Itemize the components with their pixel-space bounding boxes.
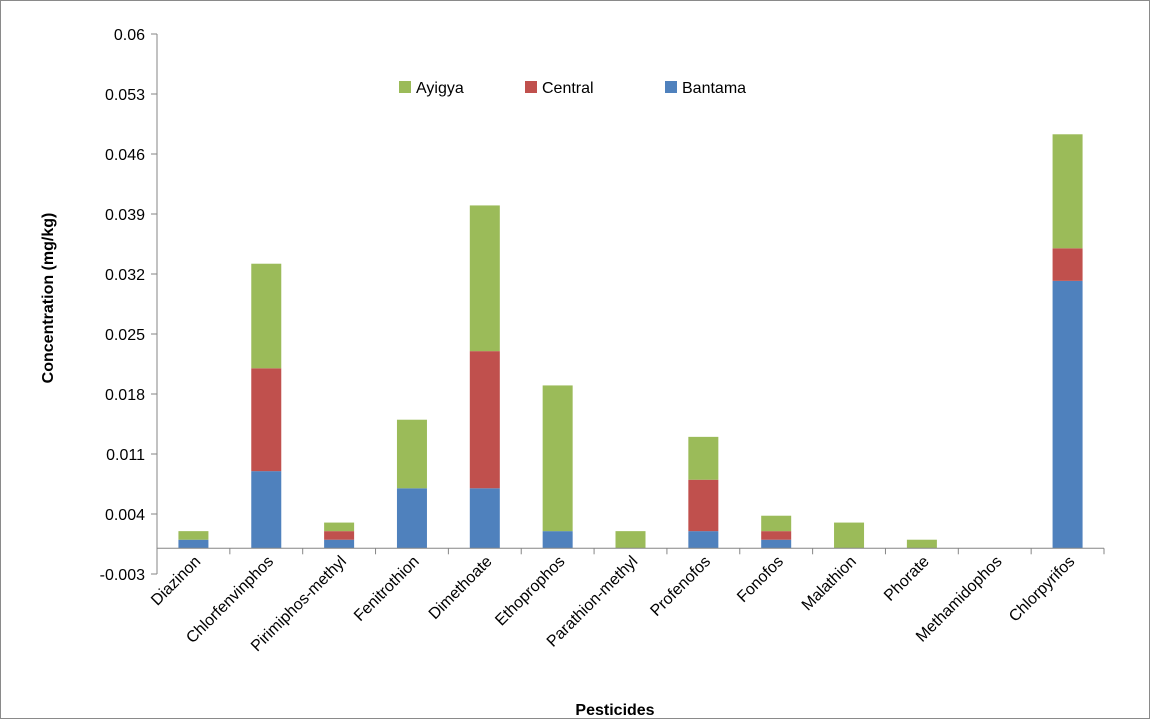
y-tick-label: 0.004 <box>105 507 145 524</box>
legend-swatch <box>525 81 537 93</box>
bar-segment <box>469 205 500 352</box>
bar-segment <box>834 522 865 549</box>
bar-segment <box>251 368 282 472</box>
legend-swatch <box>399 81 411 93</box>
y-tick-label: 0.039 <box>105 207 145 224</box>
bar-segment <box>469 351 500 489</box>
bar-segment <box>178 531 209 540</box>
bar-segment <box>324 539 355 549</box>
bar-segment <box>396 419 427 489</box>
y-tick-label: -0.003 <box>100 567 145 584</box>
axes-layer <box>151 33 1105 575</box>
bar-segment <box>688 531 719 549</box>
bar-segment <box>324 522 355 532</box>
legend-label: Bantama <box>682 80 746 97</box>
bar-segment <box>251 471 282 549</box>
bar-segment <box>251 263 282 369</box>
bars-layer <box>178 134 1083 549</box>
bar-segment <box>469 488 500 549</box>
x-tick-label: Chlorpyrifos <box>1006 553 1078 625</box>
bar-segment <box>542 385 573 532</box>
bar-segment <box>542 531 573 549</box>
bar-segment <box>1052 280 1083 549</box>
bar-segment <box>688 436 719 480</box>
y-tick-labels: -0.003 0.004 0.011 0.018 0.025 0.032 0.039 0.04… <box>100 27 145 584</box>
legend-swatch <box>665 81 677 93</box>
y-tick-label: 0.053 <box>105 87 145 104</box>
x-tick-label: Profenofos <box>647 553 714 620</box>
bar-segment <box>178 539 209 549</box>
y-tick-label: 0.032 <box>105 267 145 284</box>
x-tick-label: Fonofos <box>734 553 787 606</box>
legend: Ayigya Central Bantama <box>399 80 746 97</box>
x-tick-label: Dimethoate <box>426 553 496 623</box>
x-axis-title: Pesticides <box>575 702 654 719</box>
bar-segment <box>615 531 646 549</box>
bar-segment <box>761 531 792 540</box>
bar-segment <box>396 488 427 549</box>
y-tick-label: 0.06 <box>114 27 145 44</box>
bar-segment <box>906 539 937 549</box>
y-tick-label: 0.011 <box>106 447 145 464</box>
legend-label: Ayigya <box>416 80 464 97</box>
x-tick-label: Phorate <box>881 553 933 605</box>
bar-segment <box>688 479 719 532</box>
bar-segment <box>324 531 355 540</box>
y-tick-label: 0.018 <box>105 387 145 404</box>
x-tick-labels: DiazinonChlorfenvinphosPirimiphos-methyl… <box>148 553 1078 655</box>
y-tick-label: 0.025 <box>105 327 145 344</box>
x-tick-label: Ethoprophos <box>492 553 568 629</box>
x-tick-label: Fenitrothion <box>351 553 423 625</box>
y-tick-label: 0.046 <box>105 147 145 164</box>
bar-segment <box>761 539 792 549</box>
x-tick-label: Malathion <box>799 553 860 614</box>
legend-label: Central <box>542 80 594 97</box>
bar-segment <box>1052 134 1083 249</box>
bar-segment <box>1052 248 1083 281</box>
bar-segment <box>761 515 792 532</box>
y-axis-title: Concentration (mg/kg) <box>40 213 57 384</box>
